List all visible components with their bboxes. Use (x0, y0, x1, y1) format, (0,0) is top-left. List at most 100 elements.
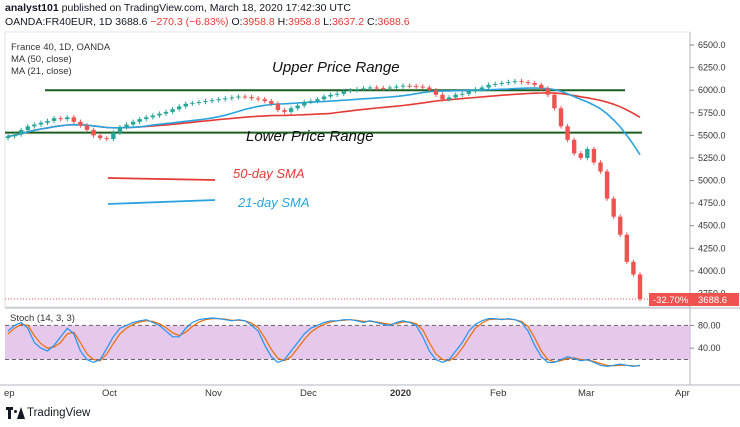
candle-body (387, 87, 393, 89)
candle-body (288, 108, 294, 112)
tradingview-logo-icon (6, 407, 25, 419)
candle-body (97, 135, 103, 139)
candle-body (130, 121, 136, 125)
candle-body (460, 93, 465, 95)
y-tick-label: 6250.0 (698, 63, 726, 73)
candle-body (176, 106, 182, 110)
candle-body (170, 109, 175, 112)
candle-body (32, 124, 37, 127)
candle-body (420, 86, 425, 88)
lower-range-label: Lower Price Range (246, 128, 374, 145)
candle-body (440, 94, 445, 100)
candle-body (374, 87, 379, 89)
stoch-label: Stoch (14, 3, 3) (10, 313, 75, 324)
candle-body (367, 87, 373, 89)
candle-body (328, 94, 333, 97)
candle-body (512, 81, 518, 83)
y-tick-label: 4250.0 (698, 243, 726, 253)
candle-body (58, 118, 63, 120)
candle-body (71, 117, 77, 122)
ohlc-line: OANDA:FR40EUR, 1D 3688.6 −270.3 (−6.83%)… (5, 16, 410, 28)
candle-body (624, 234, 630, 262)
candle-body (150, 115, 156, 118)
candle-body (413, 86, 419, 88)
candle-body (255, 98, 261, 100)
open-value: 3958.8 (242, 16, 275, 28)
candle-body (302, 101, 307, 106)
candle-body (157, 113, 162, 116)
candle-body (111, 132, 116, 139)
candle-body (446, 97, 452, 100)
candle-body (163, 111, 169, 114)
candle-body (361, 88, 366, 90)
footer-brand: TradingView (27, 407, 91, 419)
candle-body (525, 82, 531, 84)
indicator-legend: France 40, 1D, OANDA MA (50, close) MA (… (11, 42, 110, 78)
low-label: L: (323, 16, 332, 28)
stoch-k-line (7, 317, 641, 368)
candle-body (427, 87, 432, 91)
candle-body (499, 82, 504, 84)
upper-range-label: Upper Price Range (272, 59, 400, 76)
candle-body (598, 162, 603, 172)
candle-body (591, 148, 597, 163)
candle-body (486, 84, 491, 88)
candle-body (381, 87, 386, 89)
candle-body (5, 136, 11, 139)
candle-body (124, 124, 129, 128)
candle-body (262, 99, 267, 102)
publish-info: published on TradingView.com, March 18, … (61, 2, 351, 14)
candle-body (190, 102, 195, 104)
candle-body (321, 96, 327, 100)
candle-body (269, 101, 274, 104)
candle-body (236, 96, 241, 98)
candle-body (18, 129, 24, 135)
candle-body (242, 96, 248, 98)
candle-body (144, 117, 149, 120)
y-tick-label: 5750.0 (698, 108, 726, 118)
candle-body (104, 138, 109, 140)
candle-body (453, 94, 458, 98)
candle-body (12, 134, 17, 137)
y-tick-label: 4000.0 (698, 266, 726, 276)
candle-body (203, 101, 208, 103)
candle-body (354, 89, 360, 91)
y-tick-label: 5500.0 (698, 130, 726, 140)
candle-body (91, 129, 96, 136)
last-price: 3688.6 (115, 16, 148, 28)
author-name[interactable]: analyst101 (5, 2, 59, 14)
close-label: C: (366, 16, 378, 28)
candle-body (585, 148, 590, 158)
high-label: H: (277, 16, 289, 28)
low-value: 3637.2 (331, 16, 365, 28)
sma50-key-line (107, 177, 216, 181)
price-badge-pct: -32.70% (653, 295, 689, 306)
candle-body (348, 90, 353, 92)
y-tick-label: 5250.0 (698, 153, 726, 163)
change-value: −270.3 (−6.83%) (150, 16, 229, 28)
candle-body (552, 94, 557, 109)
x-tick-label: ep (4, 388, 15, 399)
close-value: 3688.6 (377, 16, 410, 28)
high-value: 3958.8 (288, 16, 321, 28)
legend-ma21: MA (21, close) (11, 66, 72, 77)
candle-body (539, 84, 544, 89)
x-tick-label: Apr (675, 388, 690, 399)
legend-symbol: France 40, 1D, OANDA (11, 42, 111, 53)
candle-body (506, 82, 511, 84)
candle-body (78, 121, 83, 126)
legend-ma50: MA (50, close) (11, 54, 72, 65)
tradingview-footer[interactable]: TradingView (6, 407, 90, 419)
candle-body (611, 198, 616, 217)
candle-body (223, 98, 228, 100)
candle-body (295, 105, 300, 109)
candle-body (400, 85, 406, 87)
candle-body (249, 96, 254, 99)
price-badge-price: 3688.6 (698, 295, 727, 306)
candle-body (545, 88, 551, 95)
x-tick-label: Oct (102, 388, 117, 399)
candle-body (38, 122, 44, 125)
candle-body (84, 125, 90, 130)
y-tick-label: 4750.0 (698, 198, 726, 208)
